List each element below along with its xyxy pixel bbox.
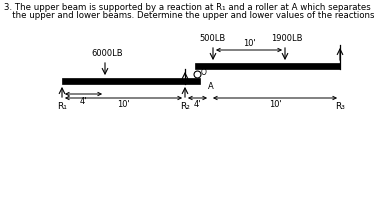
Text: O: O — [201, 68, 207, 77]
Text: 500LB: 500LB — [200, 34, 226, 43]
Text: 4': 4' — [194, 100, 201, 109]
Text: 10': 10' — [269, 100, 281, 109]
Text: R₁: R₁ — [57, 102, 67, 111]
Text: 3. The upper beam is supported by a reaction at R₁ and a roller at A which separ: 3. The upper beam is supported by a reac… — [4, 3, 371, 12]
Text: 6000LB: 6000LB — [91, 49, 123, 58]
Text: 4': 4' — [80, 97, 87, 106]
Text: R₃: R₃ — [335, 102, 345, 111]
Text: R₂: R₂ — [180, 102, 190, 111]
Text: the upper and lower beams. Determine the upper and lower values of the reactions: the upper and lower beams. Determine the… — [4, 11, 374, 20]
Text: 10': 10' — [243, 39, 255, 48]
Bar — [62, 78, 200, 84]
Text: A: A — [208, 82, 214, 91]
Bar — [195, 63, 340, 69]
Text: 1900LB: 1900LB — [271, 34, 303, 43]
Text: 10': 10' — [117, 100, 130, 109]
